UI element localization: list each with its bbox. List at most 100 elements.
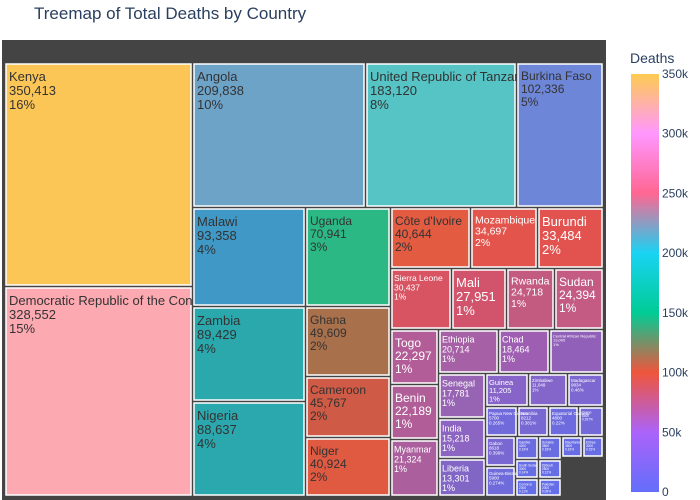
tile-rect[interactable] bbox=[486, 467, 515, 496]
tile-rect[interactable] bbox=[439, 374, 485, 418]
tile-rect[interactable] bbox=[549, 407, 578, 436]
colorbar-tick-label: 300k bbox=[662, 127, 689, 141]
tile-democratic-republic-of-the-congo[interactable]: Democratic Republic of the Congo328,5521… bbox=[5, 287, 207, 496]
tile-rect[interactable] bbox=[452, 269, 506, 329]
tile-value: 17,781 bbox=[442, 388, 470, 398]
tile-rect[interactable] bbox=[306, 438, 390, 496]
tile-rect[interactable] bbox=[439, 330, 498, 373]
tile-rect[interactable] bbox=[391, 440, 438, 496]
tile-rect[interactable] bbox=[517, 63, 603, 207]
tile-value: 22,297 bbox=[395, 349, 432, 363]
tile-rect[interactable] bbox=[499, 330, 549, 373]
tile-rect[interactable] bbox=[193, 208, 305, 306]
tile-value: 89,429 bbox=[197, 327, 237, 342]
tile-rect[interactable] bbox=[5, 63, 192, 286]
tile-rect[interactable] bbox=[391, 385, 438, 439]
tile-rect[interactable] bbox=[471, 208, 537, 268]
tile-label: Ghana bbox=[310, 313, 346, 327]
tile-rect[interactable] bbox=[539, 437, 561, 459]
tile-rect[interactable] bbox=[193, 307, 305, 401]
tile-rect[interactable] bbox=[538, 208, 603, 268]
tile-rect[interactable] bbox=[555, 269, 603, 329]
tile-rect[interactable] bbox=[486, 374, 528, 406]
tile-label: Zimbabwe bbox=[532, 378, 553, 383]
tile-rect[interactable] bbox=[439, 419, 485, 458]
tile-rect[interactable] bbox=[366, 63, 516, 207]
tile-rect[interactable] bbox=[539, 460, 561, 478]
tile-rect[interactable] bbox=[306, 307, 390, 376]
tile-rect[interactable] bbox=[439, 459, 485, 496]
tile-rect[interactable] bbox=[306, 377, 390, 437]
tile-rect[interactable] bbox=[193, 402, 305, 496]
tile-rect[interactable] bbox=[5, 287, 192, 496]
tile-rect[interactable] bbox=[562, 437, 582, 457]
tile-rect[interactable] bbox=[507, 269, 554, 329]
tile-rect[interactable] bbox=[486, 437, 515, 466]
tile-rect[interactable] bbox=[539, 479, 561, 496]
tile-rect[interactable] bbox=[193, 63, 365, 207]
tile-rect[interactable] bbox=[550, 330, 603, 373]
tile-rect[interactable] bbox=[579, 407, 603, 436]
tile-rect[interactable] bbox=[391, 269, 451, 329]
tile-rect[interactable] bbox=[306, 208, 390, 306]
tile-rect[interactable] bbox=[583, 437, 603, 457]
tile-rect[interactable] bbox=[391, 208, 470, 268]
tile-rect[interactable] bbox=[516, 479, 538, 496]
tile-rect[interactable] bbox=[518, 407, 548, 436]
tile-percent: 1% bbox=[395, 362, 413, 376]
tile-rect[interactable] bbox=[568, 374, 603, 406]
tile-value: 13,301 bbox=[442, 473, 470, 483]
tile-rect[interactable] bbox=[516, 437, 538, 459]
tile-value: 328,552 bbox=[9, 307, 56, 322]
tile-rect[interactable] bbox=[486, 407, 517, 436]
tile-rect[interactable] bbox=[391, 330, 438, 384]
tile-percent: 0.19% bbox=[519, 447, 528, 451]
tile-rect[interactable] bbox=[529, 374, 567, 406]
tile-rect[interactable] bbox=[516, 460, 538, 478]
